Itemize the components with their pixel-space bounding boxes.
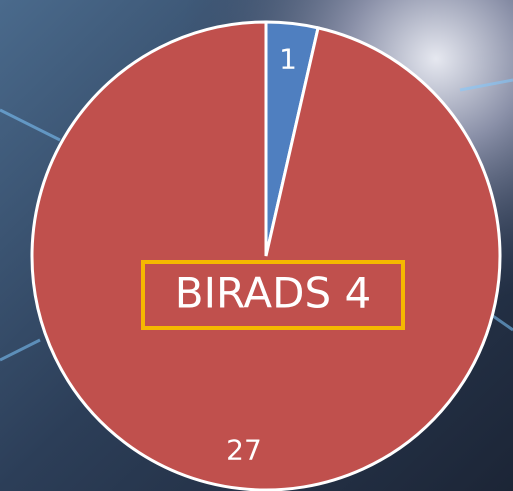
pie-slice	[30, 20, 502, 491]
data-label: 1	[279, 43, 297, 76]
chart-title: BIRADS 4	[175, 269, 372, 318]
pie: 1 27	[30, 20, 502, 491]
title-box	[141, 260, 405, 330]
data-label: 27	[226, 433, 262, 466]
